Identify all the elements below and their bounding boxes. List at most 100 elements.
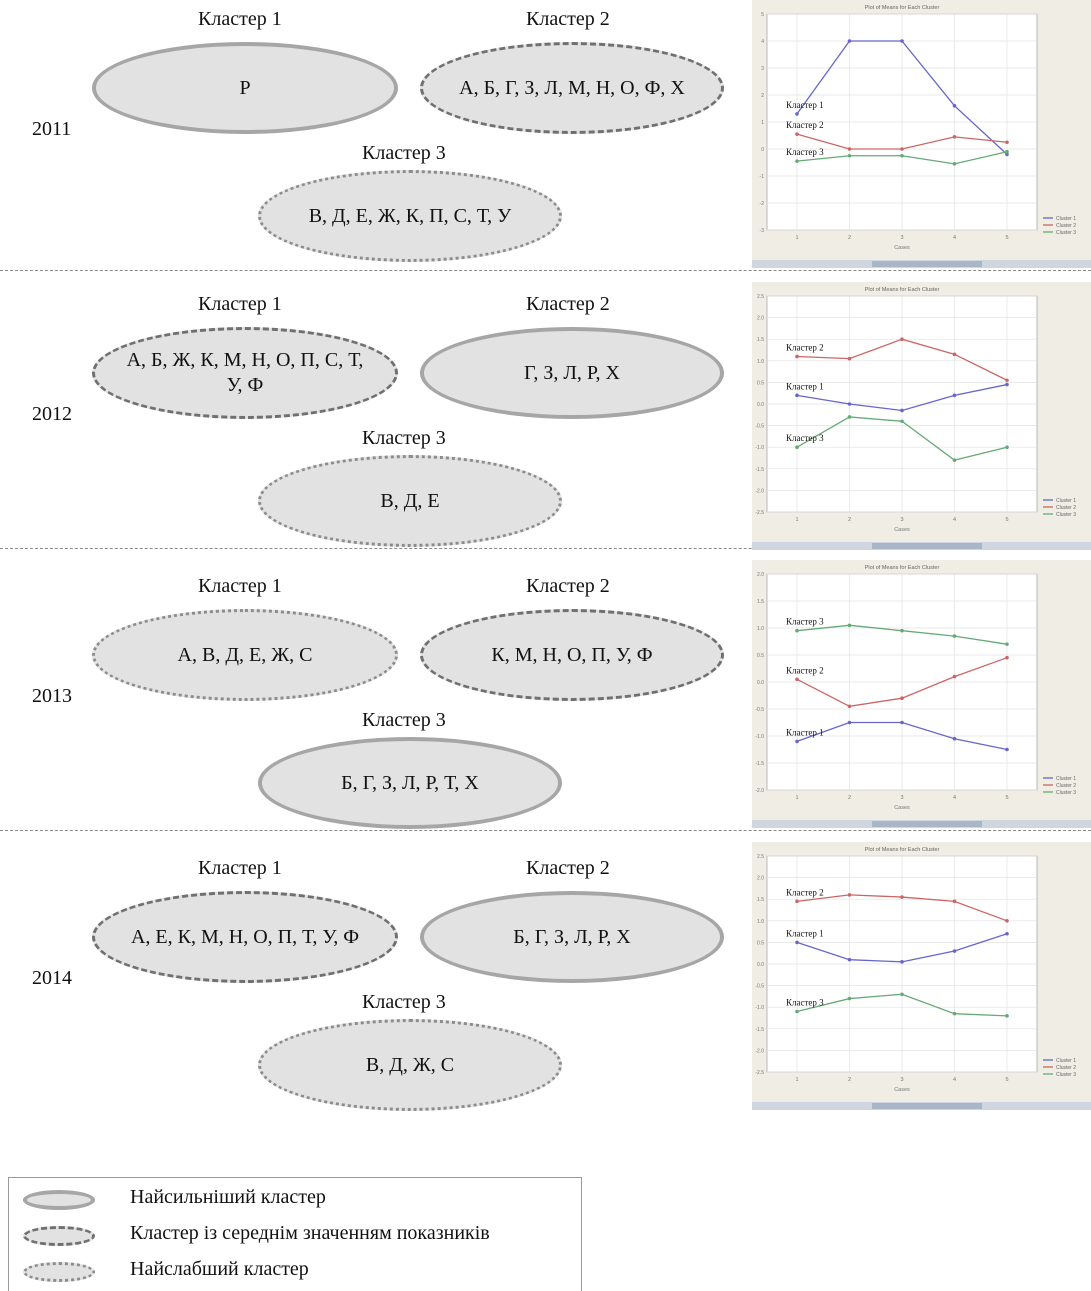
series-annotation-cluster-1: Кластер 1 bbox=[786, 928, 824, 938]
row-separator bbox=[0, 270, 1091, 271]
chart-legend-label-cluster-1: Cluster 1 bbox=[1056, 498, 1076, 504]
data-point-cluster-2 bbox=[795, 354, 799, 359]
data-point-cluster-2 bbox=[952, 352, 957, 357]
chart-scrollbar-thumb[interactable] bbox=[872, 1103, 982, 1109]
data-point-cluster-2 bbox=[952, 899, 957, 904]
cluster-3-ellipse: В, Д, Ж, С bbox=[258, 1019, 562, 1111]
y-tick-label: 5 bbox=[761, 12, 764, 18]
cluster-1-members: А, В, Д, Е, Ж, С bbox=[177, 643, 313, 666]
legend-swatch-strong bbox=[23, 1190, 95, 1210]
chart-legend-label-cluster-3: Cluster 3 bbox=[1056, 512, 1076, 518]
data-point-cluster-3 bbox=[847, 153, 852, 158]
data-point-cluster-3 bbox=[952, 458, 957, 462]
data-point-cluster-2 bbox=[847, 147, 852, 151]
x-tick-label: 5 bbox=[1005, 235, 1008, 241]
chart-scrollbar-thumb[interactable] bbox=[872, 543, 982, 549]
chart-svg: Plot of Means for Each Cluster 2.0 1.5 1.0 0… bbox=[752, 560, 1091, 828]
cluster-means-chart-2012: Plot of Means for Each Cluster 2.5 2.0 1.5 1… bbox=[752, 282, 1091, 550]
chart-svg: Plot of Means for Each Cluster 5 4 3 2 1 0 -1 -2… bbox=[752, 0, 1091, 268]
cluster-2-members: К, М, Н, О, П, У, Ф bbox=[491, 643, 653, 666]
y-tick-label: -2 bbox=[760, 201, 765, 207]
x-tick-label: 2 bbox=[848, 235, 851, 241]
cluster-2-ellipse: Г, З, Л, Р, Х bbox=[420, 327, 724, 419]
chart-scrollbar-thumb[interactable] bbox=[872, 261, 982, 267]
y-tick-label: 2 bbox=[761, 93, 764, 99]
series-annotation-cluster-2: Кластер 2 bbox=[786, 120, 824, 130]
x-tick-label: 4 bbox=[953, 1077, 956, 1083]
cluster-2-members: А, Б, Г, З, Л, М, Н, О, Ф, Х bbox=[459, 76, 685, 99]
legend-item-strong: Найсильніший кластер bbox=[9, 1184, 583, 1214]
y-tick-label: -0.5 bbox=[755, 984, 764, 990]
cluster-2-label: Кластер 2 bbox=[526, 857, 610, 879]
cluster-3-label: Кластер 3 bbox=[362, 142, 446, 164]
cluster-2-ellipse: А, Б, Г, З, Л, М, Н, О, Ф, Х bbox=[420, 42, 724, 134]
cluster-2-ellipse: Б, Г, З, Л, Р, Х bbox=[420, 891, 724, 983]
year-label: 2014 bbox=[32, 967, 72, 989]
cluster-3-members: В, Д, Е, Ж, К, П, С, Т, У bbox=[308, 204, 512, 227]
data-point-cluster-3 bbox=[1005, 1014, 1009, 1018]
data-point-cluster-1 bbox=[952, 736, 957, 741]
x-tick-label: 1 bbox=[795, 1077, 798, 1083]
y-tick-label: -0.5 bbox=[755, 707, 764, 713]
data-point-cluster-3 bbox=[900, 628, 904, 633]
cluster-means-chart-2011: Plot of Means for Each Cluster 5 4 3 2 1 0 -1 -2… bbox=[752, 0, 1091, 268]
chart-legend-label-cluster-2: Cluster 2 bbox=[1056, 505, 1076, 511]
chart-scrollbar-thumb[interactable] bbox=[872, 821, 982, 827]
data-point-cluster-3 bbox=[952, 634, 957, 638]
y-tick-label: 2.0 bbox=[757, 316, 764, 322]
year-label: 2013 bbox=[32, 685, 72, 707]
cluster-3-label: Кластер 3 bbox=[362, 427, 446, 449]
y-tick-label: -1.0 bbox=[755, 445, 764, 451]
year-row-2014: 2014 Кластер 1 А, Е, К, М, Н, О, П, Т, У, … bbox=[0, 849, 1091, 1134]
legend-text-medium: Кластер із середнім значенням показників bbox=[130, 1222, 490, 1244]
series-annotation-cluster-3: Кластер 3 bbox=[786, 147, 824, 157]
x-tick-label: 1 bbox=[795, 235, 798, 241]
chart-legend-label-cluster-3: Cluster 3 bbox=[1056, 790, 1076, 796]
data-point-cluster-1 bbox=[900, 39, 904, 43]
chart-legend-label-cluster-3: Cluster 3 bbox=[1056, 1072, 1076, 1078]
y-tick-label: 0.0 bbox=[757, 402, 764, 408]
cluster-1-ellipse: Р bbox=[92, 42, 398, 134]
data-point-cluster-3 bbox=[795, 159, 799, 163]
y-tick-label: 1.5 bbox=[757, 897, 764, 903]
y-tick-label: 3 bbox=[761, 66, 764, 72]
chart-legend-label-cluster-2: Cluster 2 bbox=[1056, 223, 1076, 229]
data-point-cluster-3 bbox=[952, 162, 957, 166]
cluster-3-members: В, Д, Е bbox=[380, 489, 440, 512]
x-tick-label: 3 bbox=[900, 1077, 903, 1083]
data-point-cluster-2 bbox=[795, 899, 799, 904]
y-tick-label: -2.0 bbox=[755, 488, 764, 494]
year-row-2012: 2012 Кластер 1 А, Б, Ж, К, М, Н, О, П, С, … bbox=[0, 285, 1091, 570]
y-tick-label: -2.5 bbox=[755, 510, 764, 516]
data-point-cluster-1 bbox=[795, 940, 799, 945]
data-point-cluster-2 bbox=[795, 132, 799, 136]
cluster-1-ellipse: А, Б, Ж, К, М, Н, О, П, С, Т, У, Ф bbox=[92, 327, 398, 419]
series-annotation-cluster-2: Кластер 2 bbox=[786, 342, 824, 352]
y-tick-label: 2.5 bbox=[757, 854, 764, 860]
data-point-cluster-3 bbox=[795, 1009, 799, 1014]
data-point-cluster-2 bbox=[847, 356, 852, 361]
cluster-1-members: А, Е, К, М, Н, О, П, Т, У, Ф bbox=[130, 925, 360, 948]
chart-legend-label-cluster-1: Cluster 1 bbox=[1056, 1058, 1076, 1064]
data-point-cluster-1 bbox=[847, 402, 852, 406]
data-point-cluster-1 bbox=[1005, 152, 1009, 157]
data-point-cluster-3 bbox=[1005, 149, 1009, 154]
data-point-cluster-1 bbox=[795, 112, 799, 116]
y-tick-label: 0.5 bbox=[757, 653, 764, 659]
y-tick-label: -1.5 bbox=[755, 467, 764, 473]
series-annotation-cluster-3: Кластер 3 bbox=[786, 617, 824, 627]
data-point-cluster-1 bbox=[1005, 931, 1009, 936]
series-annotation-cluster-2: Кластер 2 bbox=[786, 887, 824, 897]
data-point-cluster-2 bbox=[900, 696, 904, 700]
chart-title: Plot of Means for Each Cluster bbox=[865, 5, 940, 11]
cluster-1-label: Кластер 1 bbox=[198, 293, 282, 315]
x-tick-label: 5 bbox=[1005, 795, 1008, 801]
data-point-cluster-1 bbox=[847, 957, 852, 962]
data-point-cluster-2 bbox=[1005, 140, 1009, 145]
year-row-2011: 2011 Кластер 1 Р Кластер 2 А, Б, Г, З, Л, М,… bbox=[0, 0, 1091, 285]
cluster-2-label: Кластер 2 bbox=[526, 8, 610, 30]
y-tick-label: 1.0 bbox=[757, 626, 764, 632]
y-tick-label: -2.0 bbox=[755, 1048, 764, 1054]
legend-swatch-weak bbox=[23, 1262, 95, 1282]
data-point-cluster-2 bbox=[900, 895, 904, 899]
